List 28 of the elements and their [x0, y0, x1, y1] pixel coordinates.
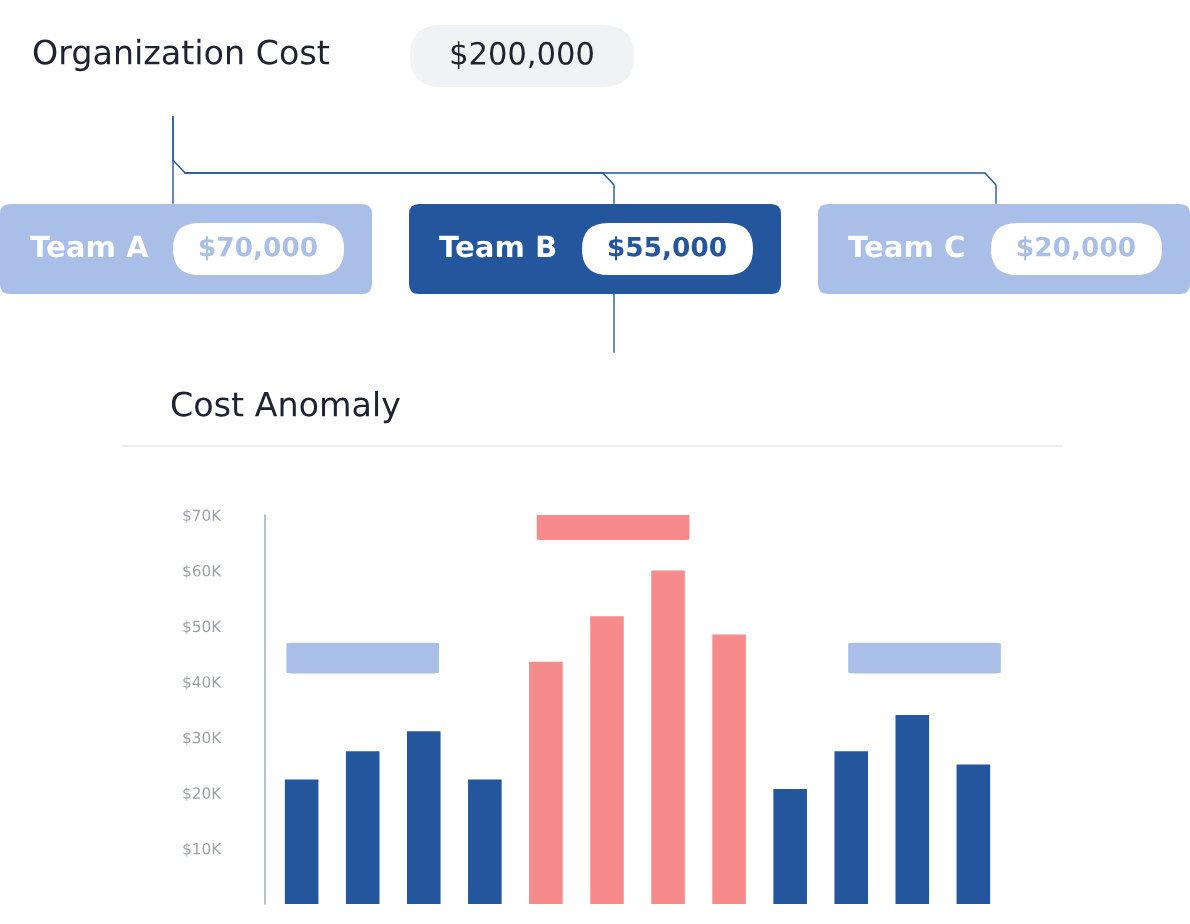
y-tick-label: $10K	[183, 842, 222, 857]
text: $200,000	[451, 41, 593, 69]
bar	[834, 751, 869, 904]
bar	[773, 788, 807, 904]
y-tick-label: $60K	[183, 564, 222, 579]
y-tick-label: $30K	[183, 731, 222, 746]
text: Team A	[30, 235, 149, 258]
text: $55,000	[608, 236, 726, 261]
bar	[590, 616, 624, 904]
bar	[406, 731, 441, 904]
bar	[712, 634, 746, 904]
bar	[345, 751, 380, 904]
text: $70,000	[199, 236, 317, 261]
chart-title: Cost Anomaly	[171, 390, 400, 424]
bar	[284, 779, 319, 904]
text: Team B	[439, 235, 556, 258]
text: Organization Cost	[33, 38, 330, 72]
bar	[651, 570, 685, 904]
y-tick-label: $50K	[183, 620, 222, 635]
bar	[468, 779, 502, 904]
bar	[956, 764, 991, 904]
text: $20,000	[1017, 236, 1135, 261]
y-tick-label: $40K	[183, 675, 222, 690]
text: Team C	[848, 235, 964, 258]
bar	[895, 715, 930, 904]
y-tick-label: $20K	[183, 787, 222, 801]
y-tick-label: $70K	[183, 509, 222, 524]
bar	[529, 661, 563, 904]
